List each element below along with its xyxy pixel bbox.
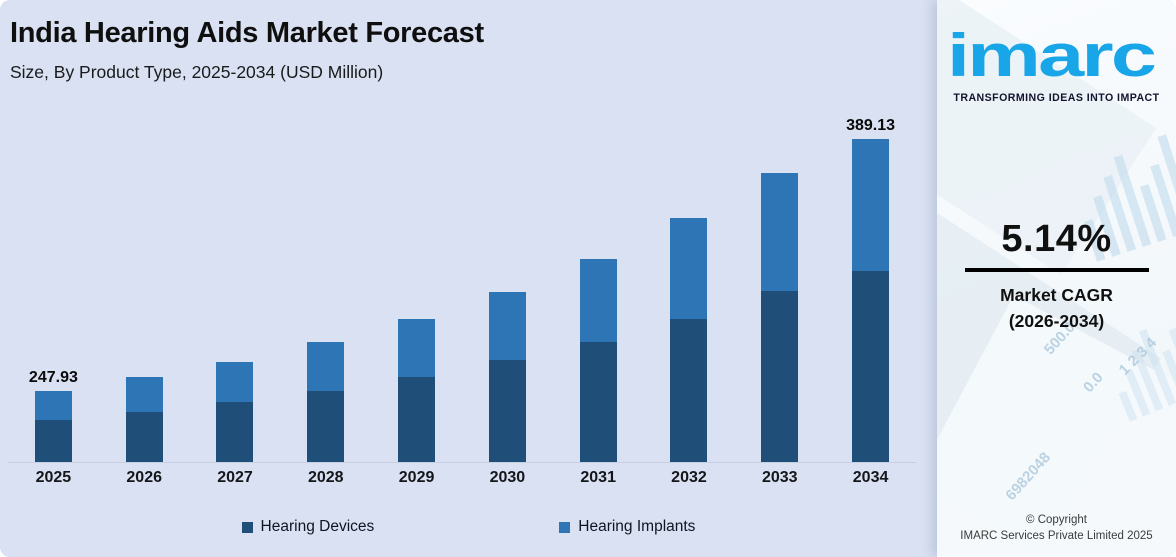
cagr-value: 5.14% [1001, 218, 1112, 260]
bar-segment-hearing-implants [852, 139, 890, 272]
copyright-notice: © Copyright IMARC Services Private Limit… [937, 512, 1176, 544]
stacked-bar-plot: 247.93 389.13 [8, 117, 916, 463]
copyright-line1: © Copyright [1026, 514, 1087, 526]
bar-segment-hearing-implants [216, 362, 254, 402]
cagr-callout: 5.14% Market CAGR (2026-2034) [937, 218, 1176, 335]
bar-segment-hearing-devices [579, 342, 617, 462]
bar-segment-hearing-implants [307, 342, 345, 391]
copyright-line2: IMARC Services Private Limited 2025 [960, 530, 1153, 543]
bar-segment-hearing-implants [34, 391, 72, 420]
x-axis-label-2031: 2031 [580, 469, 616, 486]
bar-segment-hearing-devices [125, 412, 163, 462]
bar-group-2034: 389.13 [825, 117, 916, 462]
bar-segment-hearing-implants [670, 218, 708, 319]
bar-segment-hearing-devices [670, 319, 708, 462]
bar-group-2033 [734, 117, 825, 462]
bar-segment-hearing-devices [488, 360, 526, 462]
brand-panel: 500.0 0.0 1 2 3 4 6982048 imarc TRANSFOR… [937, 0, 1176, 557]
cagr-underline [964, 268, 1149, 272]
legend-swatch-implants-icon [559, 521, 571, 533]
imarc-logo-text: imarc [947, 22, 1157, 89]
x-axis-label-2026: 2026 [126, 469, 162, 486]
bar-segment-hearing-implants [398, 319, 436, 377]
bar-segment-hearing-implants [488, 292, 526, 360]
bar-value-label: 247.93 [28, 369, 78, 386]
legend-item-hearing-devices: Hearing Devices [241, 518, 375, 536]
x-axis-label-2025: 2025 [35, 469, 72, 486]
imarc-logo-tagline: TRANSFORMING IDEAS INTO IMPACT [953, 92, 1160, 104]
bar-group-2026 [99, 117, 190, 462]
x-axis-label-2027: 2027 [217, 469, 253, 486]
x-axis-label-2033: 2033 [761, 469, 798, 486]
cagr-label-line1: Market CAGR [1000, 285, 1113, 305]
legend-item-hearing-implants: Hearing Implants [559, 518, 695, 536]
legend-label-implants: Hearing Implants [578, 518, 696, 535]
x-axis-label-2029: 2029 [398, 469, 435, 486]
bar-segment-hearing-devices [307, 391, 345, 462]
bar-segment-hearing-implants [125, 377, 163, 412]
chart-subtitle: Size, By Product Type, 2025-2034 (USD Mi… [10, 62, 384, 82]
x-axis-label-2028: 2028 [307, 469, 344, 486]
bar-value-label: 389.13 [846, 117, 896, 134]
chart-title: India Hearing Aids Market Forecast [10, 17, 484, 49]
bar-group-2028 [280, 117, 371, 462]
bar-segment-hearing-devices [34, 420, 72, 462]
x-axis-line [8, 462, 916, 463]
bar-segment-hearing-devices [216, 402, 254, 462]
x-axis-labels: 2025 2026 2027 2028 2029 2030 2031 2032 2033 2034 [8, 469, 916, 487]
bar-segment-hearing-devices [852, 271, 890, 462]
x-axis-label-2030: 2030 [489, 469, 526, 486]
chart-legend: Hearing Devices Hearing Implants [0, 518, 937, 536]
bar-group-2025: 247.93 [8, 117, 99, 462]
bar-group-2029 [371, 117, 462, 462]
bar-group-2032 [644, 117, 735, 462]
bar-segment-hearing-implants [761, 173, 799, 291]
x-axis-label-2034: 2034 [852, 469, 889, 486]
bar-group-2027 [190, 117, 281, 462]
bar-segment-hearing-implants [579, 259, 617, 342]
bar-segment-hearing-devices [761, 291, 799, 462]
cagr-label-line2: (2026-2034) [1008, 311, 1105, 332]
x-axis-label-2032: 2032 [671, 469, 707, 486]
legend-swatch-devices-icon [241, 521, 253, 533]
chart-panel: India Hearing Aids Market Forecast Size,… [0, 17, 937, 536]
bar-segment-hearing-devices [398, 377, 436, 462]
bar-group-2030 [462, 117, 553, 462]
bar-group-2031 [553, 117, 644, 462]
legend-label-devices: Hearing Devices [260, 518, 375, 535]
